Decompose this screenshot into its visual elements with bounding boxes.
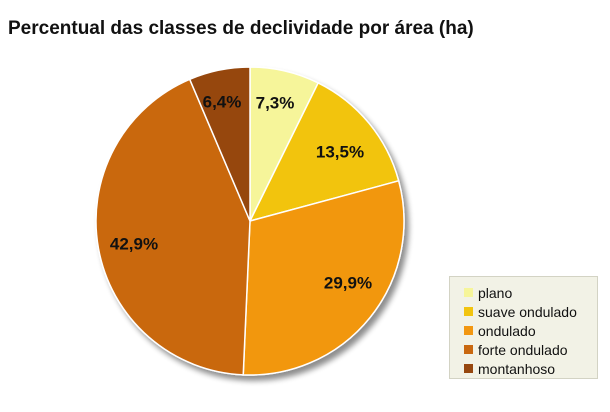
- legend-label: montanhoso: [478, 360, 556, 377]
- chart-title: Percentual das classes de declividade po…: [8, 18, 474, 39]
- legend-item-suave-ondulado: suave ondulado: [464, 302, 597, 321]
- legend: plano suave ondulado ondulado forte ondulad…: [449, 276, 598, 379]
- legend-item-montanhoso: montanhoso: [464, 359, 597, 378]
- pie-slice-ondulado: [242, 179, 405, 376]
- legend-swatch: [464, 307, 473, 316]
- legend-item-ondulado: ondulado: [464, 321, 597, 340]
- legend-swatch: [464, 345, 473, 354]
- slice-label-suave-ondulado: 13,5%: [316, 142, 364, 161]
- pie-slice-montanhoso: [188, 66, 251, 222]
- legend-label: forte ondulado: [478, 341, 568, 358]
- slice-label-ondulado: 29,9%: [324, 273, 372, 292]
- pie-slice-suave-ondulado: [248, 81, 400, 223]
- legend-swatch: [464, 326, 473, 335]
- slice-label-forte-ondulado: 42,9%: [110, 234, 158, 253]
- slice-label-montanhoso: 6,4%: [203, 92, 242, 111]
- legend-label: suave ondulado: [478, 303, 577, 320]
- legend-item-forte-ondulado: forte ondulado: [464, 340, 597, 359]
- legend-swatch: [464, 364, 473, 373]
- legend-swatch: [464, 288, 473, 297]
- slice-label-plano: 7,3%: [256, 93, 295, 112]
- legend-label: plano: [478, 284, 513, 301]
- pie-slice-forte-ondulado: [95, 78, 251, 376]
- legend-label: ondulado: [478, 322, 536, 339]
- legend-item-plano: plano: [464, 283, 597, 302]
